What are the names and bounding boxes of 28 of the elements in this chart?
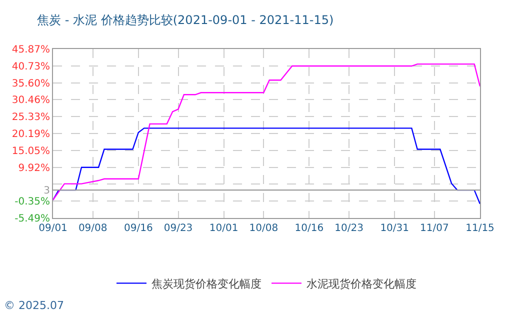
x-tick-label: 11/07 (420, 223, 449, 234)
legend-label: 焦炭现货价格变化幅度 (152, 277, 262, 290)
y-tick-label: 20.19% (12, 129, 50, 140)
chart-title: 焦炭 - 水泥 价格趋势比较(2021-09-01 - 2021-11-15) (37, 12, 334, 27)
x-tick-label: 11/15 (466, 223, 494, 234)
y-tick-label: 9.92% (18, 162, 50, 174)
line-series (53, 63, 480, 201)
x-tick-label: 10/23 (334, 223, 364, 234)
y-tick-label: 30.46% (12, 95, 50, 106)
y-tick-label: 45.87% (12, 44, 50, 56)
y-tick-label: 25.33% (12, 112, 50, 124)
y-tick-label: -5.49% (14, 214, 50, 224)
x-tick-label: 09/08 (78, 223, 108, 234)
line-series (53, 128, 480, 204)
x-tick-label: 10/31 (380, 223, 410, 234)
x-tick-label: 09/01 (38, 223, 68, 234)
text: © 2025.07 (4, 299, 64, 310)
x-tick-label: 09/23 (164, 223, 193, 234)
y-tick-label: -0.35% (14, 196, 50, 208)
y-tick-label: 15.05% (12, 146, 50, 157)
legend-label: 水泥现货价格变化幅度 (306, 277, 416, 290)
x-tick-label: 10/01 (209, 223, 238, 234)
x-tick-label: 09/16 (124, 223, 153, 234)
y-tick-label: 40.73% (12, 61, 50, 72)
x-tick-label: 10/16 (294, 223, 324, 234)
y-tick-label: 3 (44, 186, 50, 197)
x-tick-label: 10/08 (249, 223, 278, 234)
y-tick-label: 35.60% (12, 78, 50, 90)
